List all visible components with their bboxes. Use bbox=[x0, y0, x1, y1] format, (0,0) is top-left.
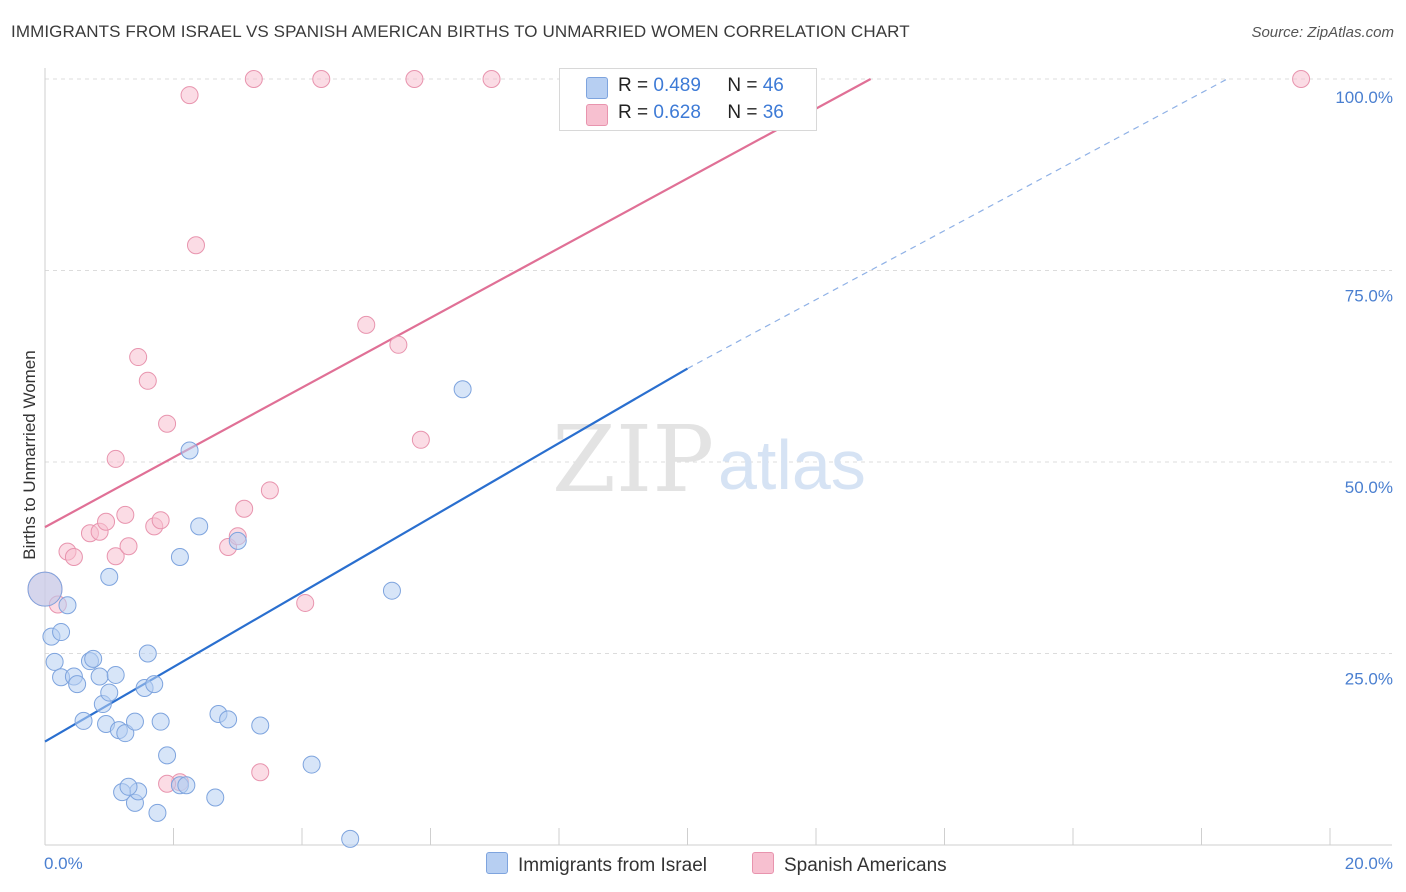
source-label: Source: ZipAtlas.com bbox=[1251, 24, 1394, 41]
y-tick-label: 75.0% bbox=[1345, 287, 1393, 306]
israel-swatch-icon bbox=[586, 77, 608, 99]
spanish-point bbox=[186, 236, 205, 255]
watermark-zip: ZIP bbox=[552, 406, 714, 513]
israel-point bbox=[177, 776, 196, 795]
israel-legend-label: Immigrants from Israel bbox=[518, 855, 707, 876]
israel-point bbox=[119, 777, 138, 796]
spanish-point bbox=[180, 86, 199, 105]
israel-point bbox=[100, 567, 119, 586]
israel-point bbox=[190, 517, 209, 536]
israel-point bbox=[251, 716, 270, 735]
spanish-n-value: 36 bbox=[762, 102, 784, 123]
israel-point bbox=[100, 683, 119, 702]
israel-point bbox=[27, 571, 63, 607]
spanish-point bbox=[260, 481, 279, 500]
israel-point bbox=[341, 829, 360, 848]
r-label: R = bbox=[618, 75, 649, 96]
spanish-point bbox=[312, 70, 331, 88]
watermark: ZIP atlas bbox=[552, 406, 866, 513]
israel-trend-extension bbox=[687, 78, 1228, 370]
spanish-point bbox=[97, 512, 116, 531]
spanish-point bbox=[235, 499, 254, 518]
spanish-point bbox=[151, 511, 170, 530]
spanish-point bbox=[482, 70, 501, 88]
spanish-point bbox=[158, 414, 177, 433]
israel-n-value: 46 bbox=[762, 75, 784, 96]
israel-point bbox=[58, 596, 77, 615]
spanish-point bbox=[389, 335, 408, 354]
spanish-point bbox=[129, 348, 148, 367]
spanish-point bbox=[119, 537, 138, 556]
israel-point bbox=[45, 652, 64, 671]
israel-legend-swatch-icon bbox=[486, 852, 508, 874]
bottom-legend-israel: Immigrants from Israel bbox=[486, 852, 707, 877]
israel-point bbox=[116, 724, 135, 743]
spanish-point bbox=[357, 315, 376, 334]
grid-lines bbox=[45, 78, 1392, 654]
bottom-legend-spanish: Spanish Americans bbox=[752, 852, 947, 877]
spanish-point bbox=[106, 449, 125, 468]
israel-point bbox=[170, 547, 189, 566]
tick-labels: 25.0% 50.0% 75.0% 100.0% 0.0% 20.0% bbox=[44, 88, 1393, 873]
israel-point bbox=[219, 710, 238, 729]
spanish-point bbox=[106, 547, 125, 566]
spanish-point bbox=[138, 371, 157, 390]
y-tick-label: 50.0% bbox=[1345, 478, 1393, 497]
israel-point bbox=[228, 531, 247, 550]
spanish-swatch-icon bbox=[586, 104, 608, 126]
israel-r-value: 0.489 bbox=[653, 75, 701, 96]
spanish-point bbox=[244, 70, 263, 88]
israel-point bbox=[158, 746, 177, 765]
spanish-point bbox=[1292, 70, 1311, 88]
axes bbox=[44, 68, 1392, 846]
x-tick-label: 20.0% bbox=[1345, 854, 1393, 873]
israel-point bbox=[90, 667, 109, 686]
y-tick-label: 100.0% bbox=[1335, 88, 1393, 107]
y-axis-label: Births to Unmarried Women bbox=[20, 350, 39, 559]
spanish-r-value: 0.628 bbox=[653, 102, 701, 123]
israel-point bbox=[206, 788, 225, 807]
israel-point bbox=[151, 712, 170, 731]
spanish-point bbox=[411, 430, 430, 449]
spanish-legend-label: Spanish Americans bbox=[784, 855, 947, 876]
israel-point bbox=[145, 675, 164, 694]
israel-point bbox=[125, 712, 144, 731]
x-tick-label: 0.0% bbox=[44, 854, 83, 873]
y-tick-label: 25.0% bbox=[1345, 670, 1393, 689]
spanish-point bbox=[251, 763, 270, 782]
spanish-legend-swatch-icon bbox=[752, 852, 774, 874]
spanish-point bbox=[296, 593, 315, 612]
n-label: N = bbox=[727, 102, 758, 123]
chart-title: IMMIGRANTS FROM ISRAEL VS SPANISH AMERIC… bbox=[11, 22, 910, 41]
r-label: R = bbox=[618, 102, 649, 123]
israel-point bbox=[382, 581, 401, 600]
spanish-point bbox=[405, 70, 424, 88]
israel-point bbox=[68, 675, 87, 694]
watermark-atlas: atlas bbox=[718, 426, 866, 504]
israel-point bbox=[74, 711, 93, 730]
spanish-point bbox=[116, 505, 135, 524]
israel-point bbox=[84, 649, 103, 668]
spanish-point bbox=[64, 547, 83, 566]
israel-point bbox=[453, 380, 472, 399]
correlation-legend: R = 0.489 N = 46 R = 0.628 N = 36 bbox=[559, 68, 817, 131]
israel-point bbox=[148, 803, 167, 822]
israel-point bbox=[52, 623, 71, 642]
israel-point bbox=[138, 644, 157, 663]
n-label: N = bbox=[727, 75, 758, 96]
israel-point bbox=[180, 441, 199, 460]
israel-point bbox=[106, 665, 125, 684]
israel-point bbox=[302, 755, 321, 774]
